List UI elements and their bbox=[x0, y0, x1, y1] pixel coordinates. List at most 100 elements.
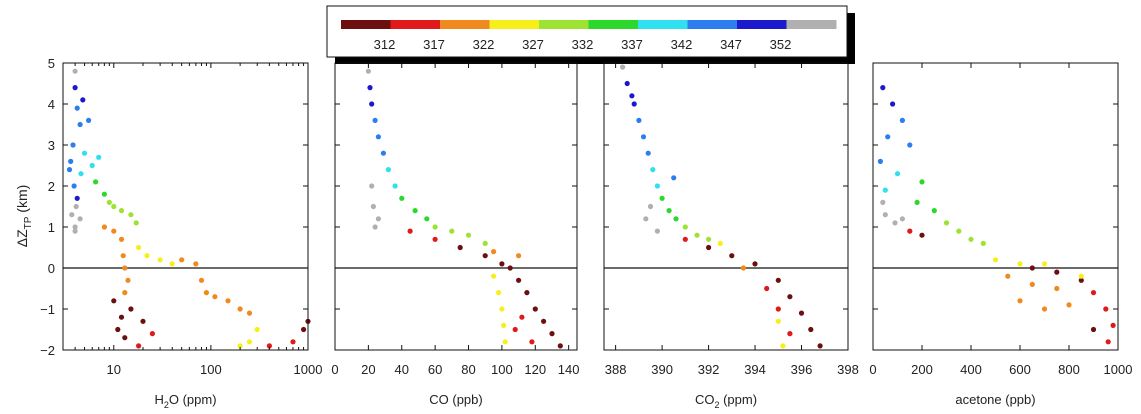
data-point bbox=[136, 343, 142, 349]
data-point bbox=[968, 236, 974, 242]
x-tick-label: 388 bbox=[605, 362, 627, 377]
colorbar-segment bbox=[390, 20, 441, 29]
data-point bbox=[128, 212, 134, 218]
data-point bbox=[115, 326, 121, 333]
data-point bbox=[412, 208, 418, 214]
data-point bbox=[787, 331, 793, 337]
data-point bbox=[1041, 261, 1048, 267]
x-axis-label: CO (ppb) bbox=[429, 392, 482, 407]
data-point bbox=[1054, 285, 1060, 292]
data-point bbox=[907, 228, 913, 234]
data-point bbox=[136, 244, 142, 251]
data-point bbox=[74, 105, 80, 111]
data-point bbox=[501, 322, 507, 328]
x-tick-label: 140 bbox=[558, 362, 580, 377]
colorbar-segment bbox=[588, 20, 639, 29]
data-point bbox=[198, 277, 205, 283]
data-point bbox=[1078, 273, 1084, 279]
data-point bbox=[225, 298, 231, 304]
y-tick-label: −1 bbox=[40, 302, 55, 317]
data-point bbox=[70, 142, 76, 148]
colorbar-tick-label: 352 bbox=[770, 37, 792, 52]
data-point bbox=[122, 265, 128, 271]
data-point bbox=[880, 85, 886, 91]
data-point bbox=[93, 179, 99, 185]
colorbar-segment bbox=[341, 20, 391, 29]
data-point bbox=[237, 306, 243, 312]
data-point bbox=[706, 244, 712, 251]
y-axis-label: ΔZTP (km) bbox=[14, 185, 34, 248]
data-point bbox=[375, 134, 381, 140]
data-point bbox=[919, 179, 925, 185]
x-tick-label: 398 bbox=[837, 362, 859, 377]
data-point bbox=[432, 236, 438, 242]
data-point bbox=[671, 175, 677, 181]
data-point bbox=[706, 236, 712, 242]
x-tick-label: 0 bbox=[869, 362, 876, 377]
data-point bbox=[882, 212, 888, 218]
data-point bbox=[246, 310, 253, 316]
data-point bbox=[512, 326, 518, 333]
data-point bbox=[111, 298, 117, 304]
x-tick-label: 390 bbox=[651, 362, 673, 377]
data-point bbox=[524, 290, 530, 296]
colorbar-segment bbox=[737, 20, 787, 29]
data-point bbox=[169, 261, 175, 267]
x-tick-label: 60 bbox=[428, 362, 442, 377]
data-point bbox=[1105, 339, 1111, 345]
x-tick-label: 100 bbox=[491, 362, 513, 377]
data-point bbox=[140, 318, 146, 324]
data-point bbox=[375, 216, 381, 222]
x-tick-label: 200 bbox=[911, 362, 933, 377]
data-point bbox=[1017, 298, 1023, 304]
data-point bbox=[122, 335, 128, 341]
plot-frame bbox=[603, 62, 849, 351]
data-point bbox=[532, 306, 538, 312]
data-point bbox=[499, 306, 505, 312]
colorbar-tick-label: 347 bbox=[720, 37, 742, 52]
x-tick-label: 80 bbox=[461, 362, 475, 377]
data-point bbox=[729, 253, 735, 259]
x-tick-label: 392 bbox=[698, 362, 720, 377]
data-point bbox=[629, 93, 635, 99]
data-point bbox=[301, 326, 307, 333]
data-point bbox=[73, 203, 79, 210]
data-point bbox=[179, 257, 185, 263]
x-tick-label: 1000 bbox=[294, 362, 323, 377]
data-point bbox=[369, 183, 375, 189]
data-point bbox=[549, 331, 555, 337]
data-point bbox=[424, 216, 430, 222]
data-point bbox=[465, 232, 472, 238]
scatter-panel: 0 20 40 60 80 100 120 140 CO (ppb) bbox=[331, 62, 580, 407]
data-point bbox=[496, 290, 502, 296]
colorbar-segment bbox=[687, 20, 738, 29]
x-tick-label: 1000 bbox=[1104, 362, 1133, 377]
data-point bbox=[212, 294, 218, 300]
data-point bbox=[106, 199, 112, 205]
data-point bbox=[77, 216, 83, 222]
data-point bbox=[482, 240, 488, 246]
data-point bbox=[118, 236, 125, 242]
data-point bbox=[482, 253, 488, 259]
data-point bbox=[149, 331, 155, 337]
data-point bbox=[943, 220, 950, 226]
scatter-panel: 0 200 400 600 800 1000 acetone (ppb) bbox=[869, 62, 1133, 407]
x-axis-label: H2O (ppm) bbox=[154, 392, 216, 410]
data-point bbox=[78, 171, 84, 177]
data-point bbox=[101, 224, 107, 230]
data-point bbox=[631, 101, 637, 107]
data-point bbox=[654, 228, 661, 234]
data-point bbox=[491, 273, 497, 279]
colorbar-segment bbox=[638, 20, 688, 29]
x-tick-label: 396 bbox=[791, 362, 813, 377]
data-point bbox=[740, 265, 747, 271]
y-tick-label: 1 bbox=[48, 220, 55, 235]
data-point bbox=[894, 171, 901, 177]
data-point bbox=[502, 339, 508, 345]
data-point bbox=[775, 277, 781, 283]
data-point bbox=[907, 142, 913, 148]
data-point bbox=[193, 261, 199, 267]
data-point bbox=[645, 150, 651, 156]
